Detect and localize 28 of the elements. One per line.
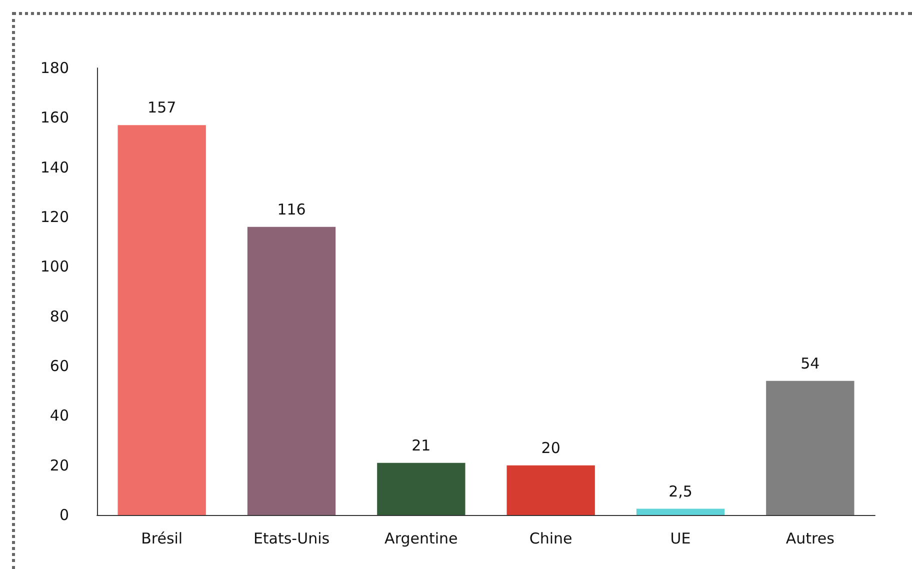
x-tick-label: Argentine: [384, 530, 458, 548]
data-label: 20: [541, 438, 560, 457]
y-tick-label: 80: [50, 307, 69, 326]
y-tick-label: 60: [50, 357, 69, 375]
data-label: 157: [148, 98, 176, 117]
x-tick-label: Chine: [529, 530, 572, 548]
y-tick-label: 160: [40, 108, 69, 127]
bar: [118, 125, 206, 515]
y-tick-label: 140: [40, 158, 69, 176]
bar: [636, 508, 725, 515]
y-tick-label: 0: [59, 506, 69, 524]
bar: [506, 465, 595, 515]
bar: [247, 226, 336, 515]
data-label: 2,5: [668, 482, 692, 500]
y-tick-label: 20: [50, 456, 69, 474]
x-tick-label: Brésil: [141, 530, 183, 548]
x-tick-label: Autres: [786, 530, 835, 548]
y-tick-label: 100: [40, 258, 69, 276]
y-tick-label: 40: [50, 406, 69, 425]
bar: [377, 462, 466, 515]
data-label: 21: [412, 436, 431, 454]
y-tick-label: 180: [40, 59, 69, 77]
y-tick-label: 120: [40, 208, 69, 226]
x-tick-label: UE: [670, 530, 691, 548]
data-label: 116: [277, 200, 306, 218]
bar: [766, 380, 854, 515]
data-label: 54: [800, 354, 820, 372]
x-tick-label: Etats-Unis: [253, 530, 330, 548]
